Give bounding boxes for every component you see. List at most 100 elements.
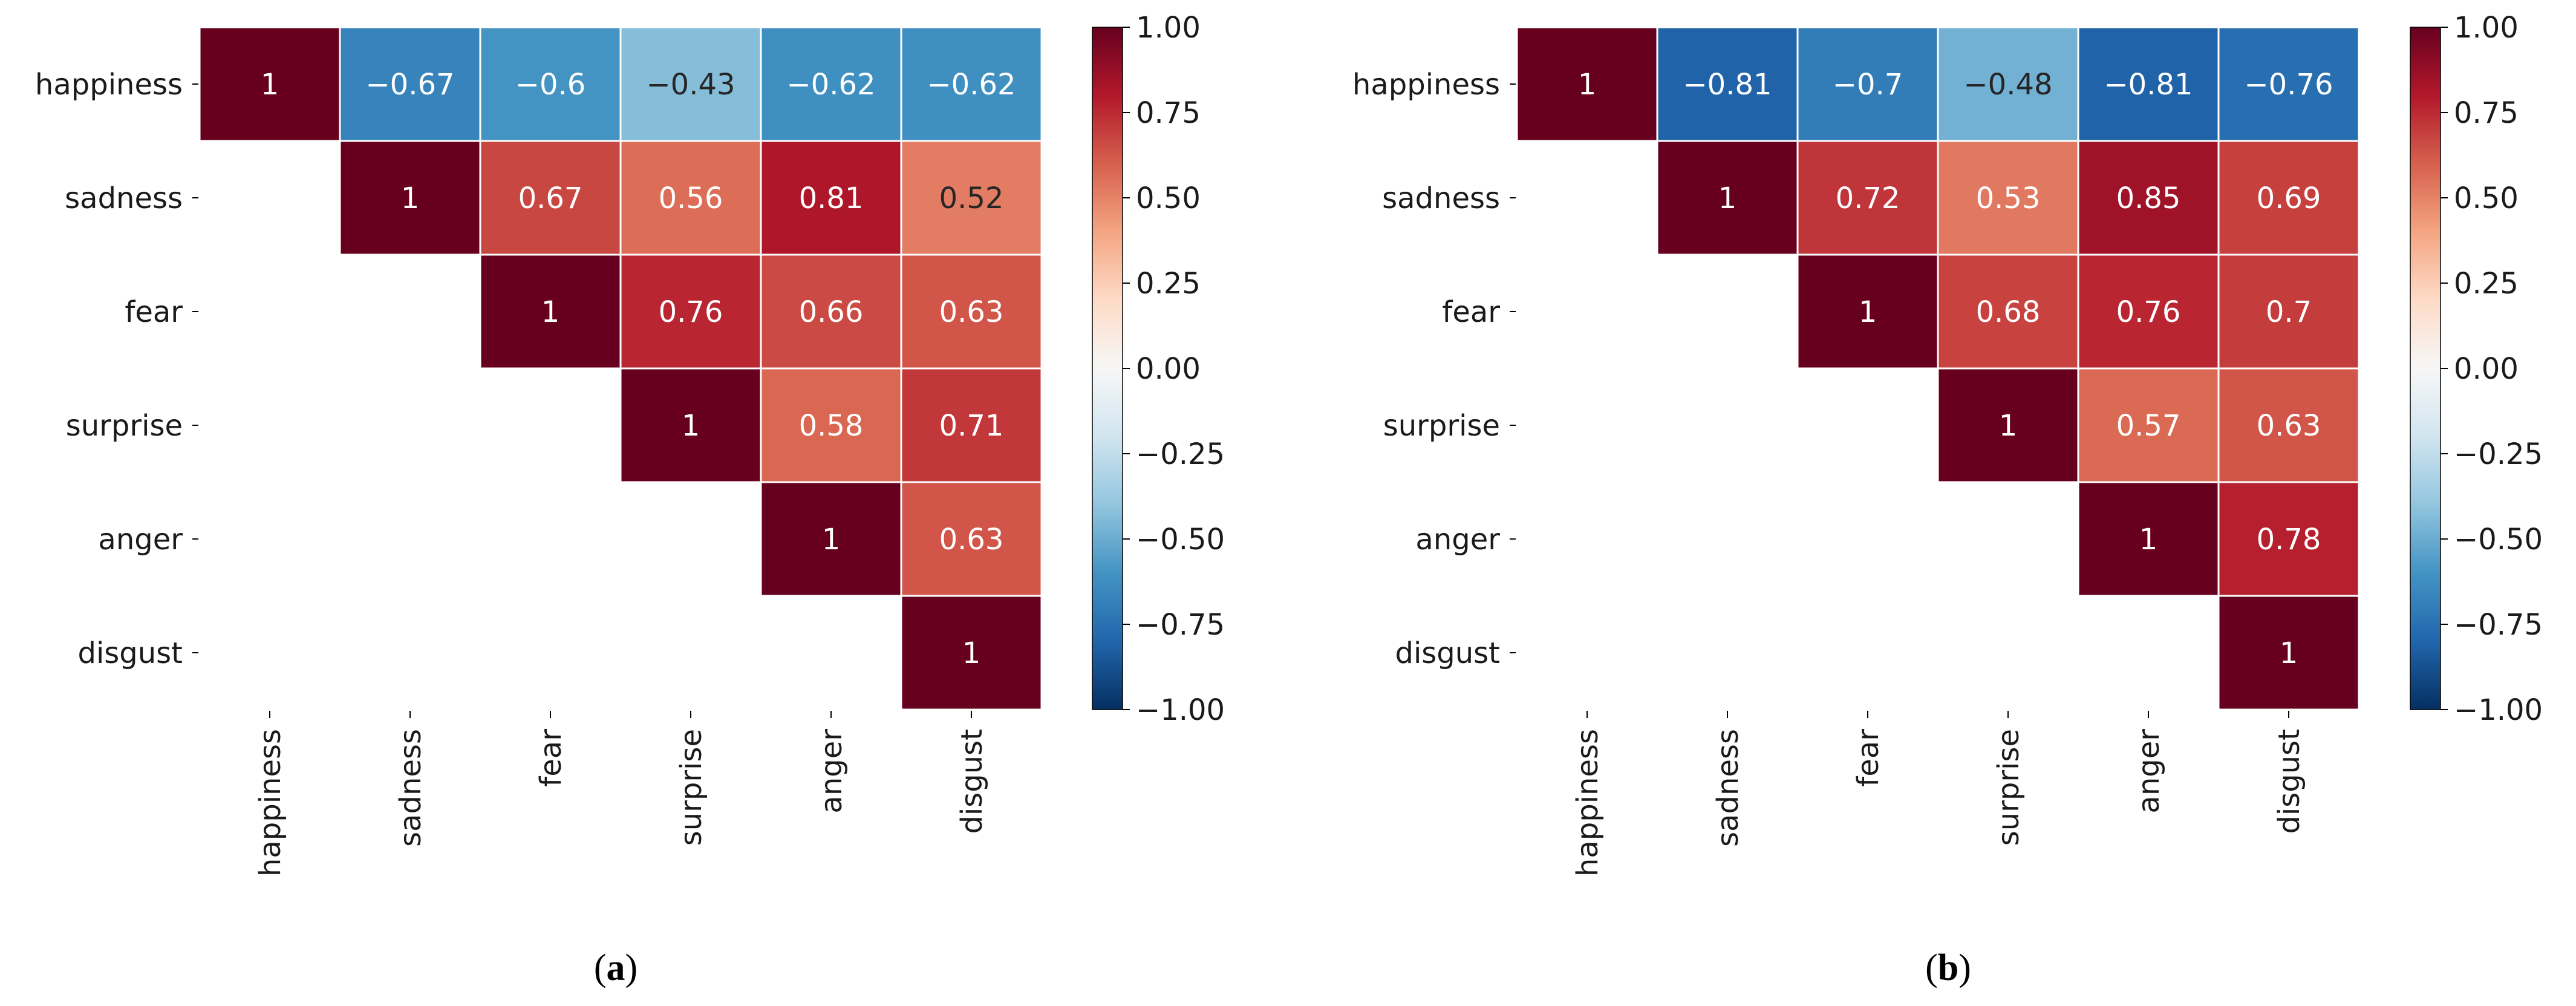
cell-value-label: 1 bbox=[401, 181, 420, 215]
cell-value-label: 1 bbox=[2280, 636, 2298, 670]
cell-value-label: 0.69 bbox=[2257, 181, 2321, 215]
caption-close-paren: ) bbox=[1958, 947, 1971, 988]
cell-value-label: 0.68 bbox=[1976, 295, 2041, 329]
colorbar-tick-label: 0.00 bbox=[1136, 352, 1201, 386]
row-tick-label: fear bbox=[1442, 295, 1500, 329]
heatmap-cell bbox=[760, 140, 902, 256]
cell-value-label: 0.72 bbox=[1836, 181, 1900, 215]
row-tick-label: disgust bbox=[77, 636, 183, 670]
row-tick-label: sadness bbox=[65, 181, 183, 215]
col-tick-label: happiness bbox=[253, 729, 287, 877]
heatmap-cell bbox=[619, 26, 762, 142]
col-tick-label: sadness bbox=[1711, 729, 1745, 847]
col-tick-label: anger bbox=[2132, 729, 2166, 814]
colorbar-gradient bbox=[1092, 27, 1123, 710]
heatmap-cells bbox=[1516, 26, 2360, 711]
col-tick-label: disgust bbox=[955, 729, 989, 834]
heatmap-cell bbox=[1937, 367, 2079, 483]
row-tick-label: fear bbox=[125, 295, 183, 329]
col-tick-label: happiness bbox=[1571, 729, 1605, 877]
colorbar-tick-label: 0.00 bbox=[2454, 352, 2519, 386]
cell-value-label: 1 bbox=[1859, 295, 1877, 329]
colorbar-tick-label: 0.25 bbox=[2454, 267, 2519, 301]
cell-value-label: 0.63 bbox=[2257, 409, 2321, 443]
heatmap-panel-a: 1 −0.67 −0.6 −0.43 −0.62 −0.62 1 0.67 0.56 0.81 0.… bbox=[35, 11, 1225, 988]
colorbar-tick-label: 1.00 bbox=[1136, 11, 1201, 45]
cell-value-label: 0.63 bbox=[939, 295, 1004, 329]
heatmap-cell bbox=[760, 481, 902, 597]
colorbar: 1.00 0.75 0.50 0.25 0.00 −0.25 −0.50 −0.75 −1.00 bbox=[2410, 11, 2543, 727]
cell-value-label: 0.76 bbox=[2116, 295, 2181, 329]
heatmap-panel-b: 1 −0.81 −0.7 −0.48 −0.81 −0.76 1 0.72 0.53 0.85 0.… bbox=[1352, 11, 2543, 988]
heatmap-cells bbox=[198, 26, 1043, 711]
colorbar-tick-label: 0.75 bbox=[1136, 96, 1201, 130]
cell-value-label: 1 bbox=[1718, 181, 1737, 215]
colorbar-tick-label: −0.25 bbox=[1136, 437, 1225, 471]
col-tick-label: fear bbox=[1851, 729, 1885, 787]
cell-value-label: 0.7 bbox=[2266, 295, 2312, 329]
row-tick-label: sadness bbox=[1382, 181, 1500, 215]
cell-value-label: −0.48 bbox=[1963, 68, 2052, 102]
colorbar-tick-label: −1.00 bbox=[1136, 693, 1225, 727]
cell-value-label: −0.43 bbox=[646, 68, 735, 102]
colorbar-tick-label: −1.00 bbox=[2454, 693, 2543, 727]
cell-value-label: −0.62 bbox=[786, 68, 875, 102]
row-tick-label: happiness bbox=[1352, 68, 1500, 102]
colorbar-tick-label: −0.25 bbox=[2454, 437, 2543, 471]
heatmap-cell bbox=[900, 595, 1043, 711]
heatmap-cell bbox=[1937, 26, 2079, 142]
colorbar-ticks: 1.00 0.75 0.50 0.25 0.00 −0.25 −0.50 −0.75 −1.00 bbox=[2441, 11, 2543, 727]
heatmap-cell bbox=[900, 26, 1043, 142]
row-tick-label: surprise bbox=[1383, 409, 1500, 443]
heatmap-cell bbox=[198, 26, 341, 142]
col-tick-label: surprise bbox=[1992, 729, 2026, 846]
heatmap-cell bbox=[339, 140, 481, 256]
cell-value-label: −0.81 bbox=[1683, 68, 1772, 102]
heatmap-cell-labels: 1 −0.81 −0.7 −0.48 −0.81 −0.76 1 0.72 0.53 0.85 0.… bbox=[1578, 68, 2333, 670]
heatmap-cell bbox=[760, 253, 902, 370]
heatmap-cell bbox=[1516, 26, 1658, 142]
row-tick-label: disgust bbox=[1395, 636, 1500, 670]
row-tick-label: surprise bbox=[66, 409, 183, 443]
heatmap-cell bbox=[1937, 253, 2079, 370]
col-tick-label: surprise bbox=[674, 729, 708, 846]
heatmap-cell bbox=[479, 253, 622, 370]
caption-letter: a bbox=[607, 947, 625, 988]
heatmap-cell bbox=[2077, 481, 2220, 597]
cell-value-label: 0.52 bbox=[939, 181, 1004, 215]
cell-value-label: 0.56 bbox=[659, 181, 723, 215]
heatmap-cell bbox=[339, 26, 481, 142]
caption-open-paren: ( bbox=[1925, 947, 1938, 988]
cell-value-label: 1 bbox=[2139, 523, 2158, 557]
cell-value-label: 1 bbox=[962, 636, 981, 670]
heatmap-cell bbox=[2217, 26, 2360, 142]
heatmap-cell bbox=[2077, 140, 2220, 256]
row-tick-label: anger bbox=[98, 523, 183, 557]
cell-value-label: 1 bbox=[822, 523, 841, 557]
colorbar-gradient bbox=[2410, 27, 2441, 710]
cell-value-label: 0.76 bbox=[659, 295, 723, 329]
cell-value-label: −0.81 bbox=[2104, 68, 2193, 102]
heatmap-cell-labels: 1 −0.67 −0.6 −0.43 −0.62 −0.62 1 0.67 0.56 0.81 0.… bbox=[261, 68, 1016, 670]
cell-value-label: 0.57 bbox=[2116, 409, 2181, 443]
cell-value-label: −0.62 bbox=[927, 68, 1016, 102]
heatmap-cell bbox=[2217, 367, 2360, 483]
cell-value-label: 0.78 bbox=[2257, 523, 2321, 557]
col-tick-label: disgust bbox=[2272, 729, 2306, 834]
colorbar-tick-label: −0.75 bbox=[2454, 608, 2543, 642]
colorbar-tick-label: −0.50 bbox=[2454, 523, 2543, 557]
cell-value-label: −0.6 bbox=[515, 68, 586, 102]
heatmap-cell bbox=[2217, 140, 2360, 256]
row-tick-label: happiness bbox=[35, 68, 183, 102]
cell-value-label: 0.63 bbox=[939, 523, 1004, 557]
cell-value-label: 0.71 bbox=[939, 409, 1004, 443]
heatmap-cell bbox=[2077, 253, 2220, 370]
heatmap-cell bbox=[760, 367, 902, 483]
heatmap-cell bbox=[900, 253, 1043, 370]
col-tick-label: fear bbox=[534, 729, 568, 787]
cell-value-label: 0.81 bbox=[799, 181, 864, 215]
panel-caption-b: (b) bbox=[1925, 947, 1971, 988]
colorbar-tick-label: 0.75 bbox=[2454, 96, 2519, 130]
cell-value-label: 0.53 bbox=[1976, 181, 2041, 215]
heatmap-cell bbox=[2217, 595, 2360, 711]
